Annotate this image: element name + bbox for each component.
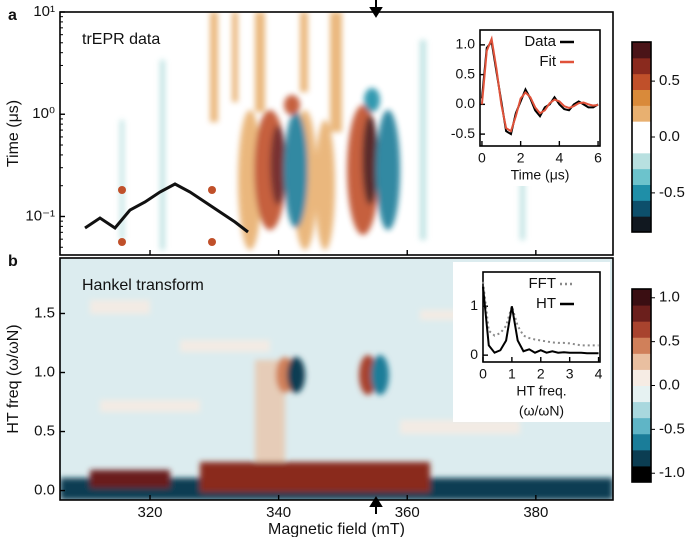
panel-title: trEPR data: [82, 31, 160, 48]
y-tick-label: 0: [470, 346, 478, 362]
y-axis-label: HT freq (ω/ωN): [5, 324, 22, 433]
colorbar-band: [632, 121, 651, 138]
colorbar-band: [632, 401, 651, 419]
x-axis-label: Magnetic field (mT): [268, 521, 405, 537]
colorbar-band: [632, 89, 651, 106]
y-tick-label: -0.5: [451, 125, 475, 141]
y-tick-label: 10¹: [33, 3, 55, 20]
panel-label: a: [8, 7, 17, 24]
colorbar-band: [632, 105, 651, 122]
axes-frame: [479, 29, 601, 147]
y-tick-label: 1.0: [34, 363, 55, 380]
colorbar-band: [632, 200, 651, 217]
y-tick-label: 1.0: [456, 36, 476, 52]
legend-label: Fit: [539, 53, 556, 70]
colorbar-band: [632, 57, 651, 75]
x-tick-label: 0: [479, 366, 487, 382]
colorbar-tick-label: -0.5: [659, 184, 685, 201]
x-tick-label: 4: [555, 150, 563, 166]
axes-frame: [59, 11, 614, 256]
legend-label: HT: [536, 295, 556, 312]
x-axis-label: Time (μs): [511, 167, 570, 183]
colorbar-band: [632, 152, 651, 170]
y-tick-label: 10⁰: [32, 105, 55, 122]
colorbar-tick-label: 0.0: [659, 128, 680, 145]
colorbar-band: [632, 137, 651, 154]
axes-frame: [59, 257, 614, 501]
y-tick-label: 1.5: [34, 304, 55, 321]
colorbar-band: [632, 353, 651, 370]
colorbar-band: [632, 184, 651, 201]
y-tick-label: 0.0: [456, 95, 476, 111]
inset-bg: [453, 262, 610, 422]
x-tick-label: 340: [266, 504, 291, 521]
x-axis-label: HT freq.: [516, 383, 566, 399]
x-tick-label: 380: [523, 504, 548, 521]
x-axis-label-2: (ω/ωN): [519, 403, 564, 419]
panel-label: b: [8, 253, 18, 270]
series-line: [482, 281, 599, 347]
colorbar-tick-label: 0.5: [659, 72, 680, 89]
colorbar-tick-label: -0.5: [659, 420, 685, 437]
molecule: [84, 182, 249, 246]
colorbar-band: [632, 42, 651, 59]
colorbar-band: [632, 305, 651, 322]
colorbar-tick-label: 1.0: [659, 289, 680, 306]
x-tick-label: 1: [508, 366, 516, 382]
colorbar-band: [632, 369, 651, 386]
y-tick-label: 10⁻¹: [25, 207, 55, 224]
x-tick-label: 2: [537, 366, 545, 382]
x-tick-label: 6: [594, 150, 602, 166]
legend-label: Data: [524, 33, 556, 50]
x-tick-label: 320: [138, 504, 163, 521]
x-tick-label: 3: [566, 366, 574, 382]
y-tick-label: 1: [470, 297, 478, 313]
colorbar-tick-label: 0.0: [659, 376, 680, 393]
axes-frame: [482, 271, 601, 363]
colorbar-band: [632, 289, 651, 306]
series-line: [480, 35, 599, 133]
x-tick-label: 360: [395, 504, 420, 521]
y-axis-label: Time (μs): [5, 100, 22, 167]
colorbar-band: [632, 321, 651, 338]
colorbar-band: [632, 337, 651, 354]
y-tick-label: 0.0: [34, 482, 55, 499]
y-tick-label: 0.5: [34, 423, 55, 440]
panel-title: Hankel transform: [82, 277, 204, 294]
colorbar-band: [632, 433, 651, 451]
legend-label: FFT: [529, 275, 557, 292]
series-line: [482, 286, 599, 355]
x-tick-label: 0: [478, 150, 486, 166]
colorbar-band: [632, 417, 651, 435]
colorbar-band: [632, 216, 651, 233]
colorbar-band: [632, 465, 651, 483]
colorbar-band: [632, 168, 651, 185]
x-tick-label: 2: [517, 150, 525, 166]
colorbar-tick-label: 0.5: [659, 333, 680, 350]
colorbar-tick-label: -1.0: [659, 464, 685, 481]
colorbar-band: [632, 385, 651, 403]
colorbar-band: [632, 73, 651, 90]
y-tick-label: 0.5: [456, 65, 476, 81]
x-tick-label: 4: [595, 366, 603, 382]
colorbar-band: [632, 449, 651, 467]
